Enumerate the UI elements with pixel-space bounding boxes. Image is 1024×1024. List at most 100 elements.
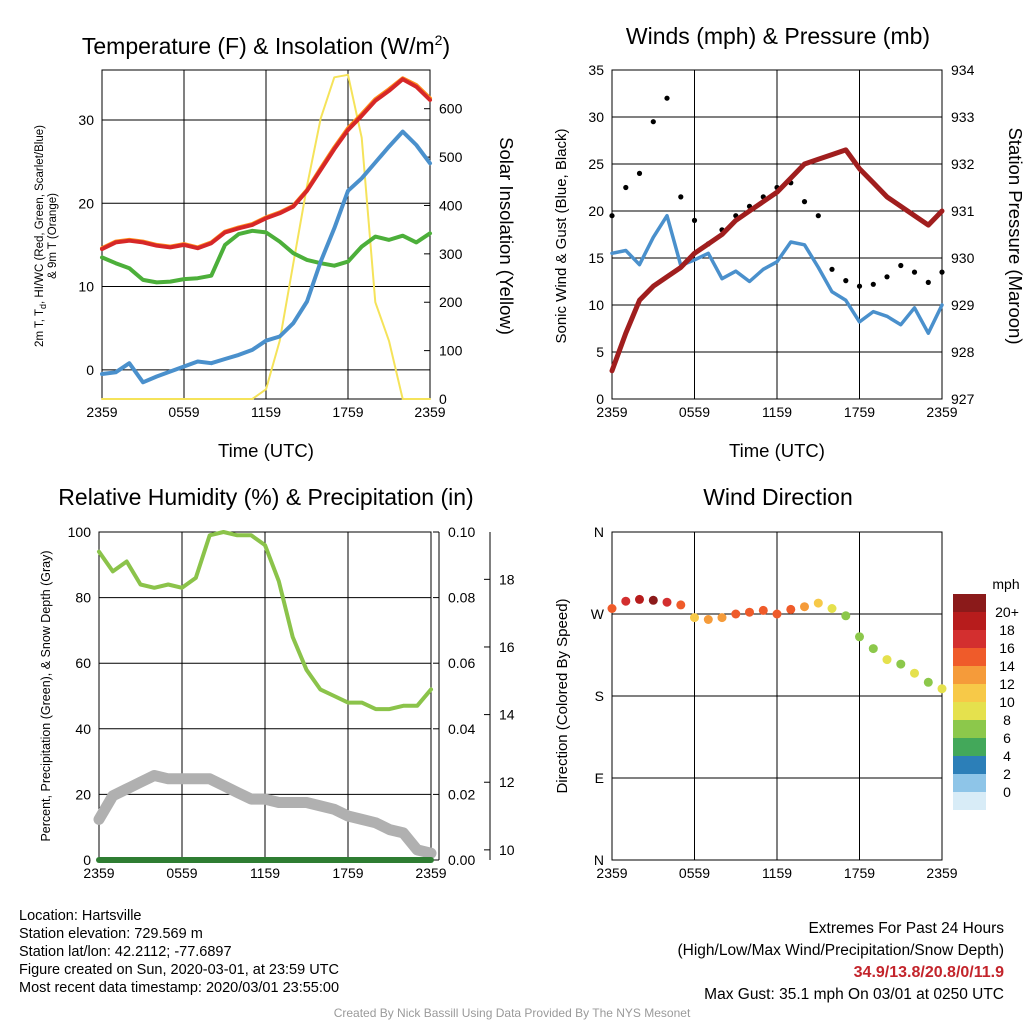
humidity-y-tick-label: 20 <box>75 786 91 802</box>
winds-gust-point <box>939 269 945 275</box>
humidity-snow-right-tick-label: 10 <box>499 842 515 858</box>
wind-direction-y-tick-label: N <box>594 524 604 540</box>
temperature-x-tick-label: 0559 <box>168 404 199 420</box>
colorbar-label: 2 <box>1003 766 1011 782</box>
colorbar-swatch <box>953 774 986 792</box>
humidity-snow-right-tick-label: 18 <box>499 571 515 587</box>
humidity-precip-right-tick-label: 0.00 <box>448 852 475 868</box>
humidity-snow-right-tick-label: 12 <box>499 774 515 790</box>
winds-gust-point <box>856 283 863 289</box>
colorbar-label: 0 <box>1003 784 1011 800</box>
wind-direction-y-tick-label: W <box>591 606 605 622</box>
colorbar-label: 12 <box>999 676 1015 692</box>
extremes-subtitle: (High/Low/Max Wind/Precipitation/Snow De… <box>677 942 1005 959</box>
temperature-x-tick-label: 1159 <box>251 404 281 420</box>
winds-right-tick-label: 931 <box>951 203 975 219</box>
temperature-y-tick-label: 20 <box>78 195 94 211</box>
humidity-y-tick-label: 0 <box>83 852 91 868</box>
temperature-right-axis-label: Solar Insolation (Yellow) <box>496 137 517 335</box>
temperature-left-axis-label-line2: & 9m T (Orange) <box>47 193 59 279</box>
wind-direction-point <box>635 594 644 604</box>
wind-direction-y-tick-label: S <box>595 688 604 704</box>
humidity-x-tick-label: 1759 <box>332 865 363 881</box>
colorbar-title: mph <box>992 576 1019 592</box>
wind-direction-point <box>621 596 631 606</box>
winds-gust-point <box>925 279 931 285</box>
wind-direction-point <box>923 677 933 687</box>
winds-y-tick-label: 0 <box>596 391 604 407</box>
temperature-x-tick-label: 2359 <box>414 404 445 420</box>
humidity-precip-right-tick-label: 0.10 <box>448 524 475 540</box>
temperature-y-tick-label: 10 <box>78 279 94 295</box>
colorbar-swatch <box>953 684 986 702</box>
colorbar-label: 4 <box>1003 748 1011 764</box>
temperature-chart-title: Temperature (F) & Insolation (W/m2) <box>82 32 450 59</box>
colorbar-swatch <box>953 702 986 720</box>
winds-x-tick-label: 1759 <box>844 404 875 420</box>
colorbar-swatch <box>953 594 986 612</box>
colorbar-label: 16 <box>999 640 1015 656</box>
wind-direction-panel: Wind Direction 2359 0559 1159 1759 2359NESWN… <box>554 484 1020 881</box>
wind-direction-point <box>662 597 672 607</box>
winds-y-tick-label: 10 <box>588 297 604 313</box>
humidity-snow-right-tick-label: 14 <box>499 707 515 723</box>
colorbar-swatch <box>953 648 986 666</box>
winds-x-tick-label: 2359 <box>596 404 627 420</box>
temperature-right-tick-label: 400 <box>439 197 463 213</box>
colorbar-swatch <box>953 612 986 630</box>
winds-y-tick-label: 5 <box>596 344 604 360</box>
colorbar-label: 10 <box>999 694 1015 710</box>
temperature-x-tick-label: 1759 <box>332 404 363 420</box>
wind-direction-y-tick-label: N <box>594 852 604 868</box>
winds-x-tick-label: 2359 <box>926 404 957 420</box>
wind-direction-point <box>896 659 906 669</box>
winds-x-tick-label: 1159 <box>762 404 792 420</box>
humidity-x-tick-label: 2359 <box>83 865 114 881</box>
temperature-y-tick-label: 30 <box>78 112 94 128</box>
station-info: Location: Hartsville Station elevation: … <box>19 907 339 997</box>
extremes-info: Extremes For Past 24 Hours (High/Low/Max… <box>678 918 1005 1006</box>
wind-direction-point <box>648 595 658 605</box>
wind-direction-point <box>758 605 768 615</box>
credit-line: Created By Nick Bassill Using Data Provi… <box>333 1006 691 1020</box>
winds-gust-point <box>678 194 684 200</box>
winds-y-tick-label: 15 <box>588 250 604 266</box>
wind-direction-point <box>745 607 754 617</box>
winds-right-tick-label: 932 <box>951 156 975 172</box>
temperature-right-tick-label: 600 <box>439 101 463 117</box>
wind-direction-y-tick-label: E <box>595 770 604 786</box>
humidity-plot-area: 2359 0559 1159 1759 23590204060801000.000.02… <box>68 524 515 881</box>
winds-y-tick-label: 30 <box>588 109 604 125</box>
wind-direction-point <box>937 684 947 694</box>
winds-right-tick-label: 934 <box>951 62 975 78</box>
humidity-precip-right-tick-label: 0.04 <box>448 721 475 737</box>
winds-gust-point <box>609 213 615 219</box>
colorbar-label: 14 <box>999 658 1015 674</box>
colorbar-swatch <box>953 720 986 738</box>
temperature-right-tick-label: 500 <box>439 149 463 165</box>
winds-series-sonic-wind <box>610 213 944 335</box>
humidity-precip-right-tick-label: 0.02 <box>448 786 475 802</box>
humidity-x-tick-label: 2359 <box>415 865 446 881</box>
temperature-panel: Temperature (F) & Insolation (W/m2) 2359… <box>34 32 517 461</box>
colorbar-swatch <box>953 756 986 774</box>
temperature-series-solar-insolation <box>101 73 431 400</box>
temperature-right-tick-label: 300 <box>439 246 463 262</box>
colorbar-swatch <box>953 666 986 684</box>
wind-direction-point <box>910 668 919 678</box>
winds-right-tick-label: 930 <box>951 250 975 266</box>
temperature-x-axis-label: Time (UTC) <box>218 440 314 461</box>
temperature-series-2m-t <box>100 77 432 252</box>
wind-direction-chart-title: Wind Direction <box>703 484 853 510</box>
humidity-x-tick-label: 0559 <box>166 865 197 881</box>
wind-direction-point <box>827 604 837 613</box>
winds-plot-area: 2359 0559 1159 1759 235905101520253035927928… <box>588 62 974 420</box>
winds-gust-point <box>636 170 643 176</box>
winds-gust-point <box>829 266 835 272</box>
winds-right-tick-label: 929 <box>951 297 975 313</box>
temperature-y-tick-label: 0 <box>86 362 94 378</box>
wind-direction-point <box>703 615 713 624</box>
winds-panel: Winds (mph) & Pressure (mb) 2359 0559 1159… <box>553 23 1024 461</box>
